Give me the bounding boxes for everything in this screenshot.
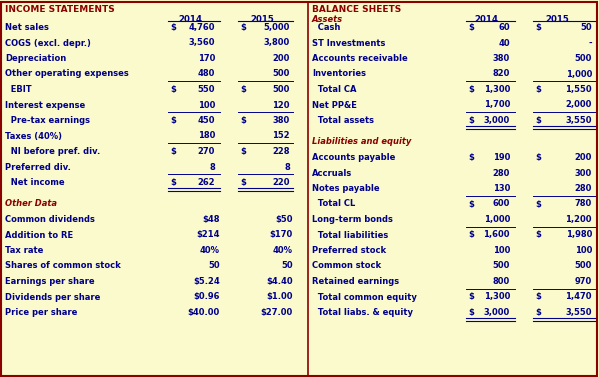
Text: 8: 8 <box>285 162 290 172</box>
Text: Preferred div.: Preferred div. <box>5 162 71 172</box>
Text: 970: 970 <box>575 277 592 286</box>
Text: $: $ <box>468 153 474 162</box>
Text: $: $ <box>535 308 541 317</box>
Text: 1,000: 1,000 <box>565 69 592 78</box>
Text: 1,550: 1,550 <box>565 85 592 94</box>
Text: 2015: 2015 <box>250 15 274 24</box>
Text: 3,560: 3,560 <box>189 38 215 48</box>
Text: 500: 500 <box>273 69 290 78</box>
Text: 180: 180 <box>198 132 215 141</box>
Text: $27.00: $27.00 <box>261 308 293 317</box>
Text: Notes payable: Notes payable <box>312 184 380 193</box>
Text: 200: 200 <box>273 54 290 63</box>
Text: Retained earnings: Retained earnings <box>312 277 399 286</box>
Text: Total CA: Total CA <box>312 85 356 94</box>
Text: 40%: 40% <box>273 246 293 255</box>
Text: 270: 270 <box>198 147 215 156</box>
Text: $: $ <box>240 178 246 187</box>
Text: 100: 100 <box>574 246 592 255</box>
Text: $: $ <box>535 199 541 208</box>
Text: Cash: Cash <box>312 23 340 32</box>
Text: $: $ <box>535 153 541 162</box>
Text: Liabilities and equity: Liabilities and equity <box>312 138 412 147</box>
Text: $: $ <box>170 178 176 187</box>
Text: Dividends per share: Dividends per share <box>5 293 101 302</box>
Text: Other Data: Other Data <box>5 199 57 208</box>
Text: 100: 100 <box>198 101 215 109</box>
Text: 8: 8 <box>209 162 215 172</box>
Text: 550: 550 <box>198 85 215 94</box>
Text: Accounts receivable: Accounts receivable <box>312 54 408 63</box>
Text: Total common equity: Total common equity <box>312 293 417 302</box>
Text: 2,000: 2,000 <box>565 101 592 109</box>
Text: 120: 120 <box>273 101 290 109</box>
Text: 1,300: 1,300 <box>483 293 510 302</box>
Text: 3,550: 3,550 <box>565 308 592 317</box>
Text: Net income: Net income <box>5 178 65 187</box>
Text: $214: $214 <box>196 230 220 239</box>
Text: 50: 50 <box>282 262 293 271</box>
Text: 1,700: 1,700 <box>483 101 510 109</box>
Text: Inventories: Inventories <box>312 69 366 78</box>
Text: Other operating expenses: Other operating expenses <box>5 69 129 78</box>
Text: 200: 200 <box>574 153 592 162</box>
Text: 50: 50 <box>580 23 592 32</box>
Text: ST Investments: ST Investments <box>312 38 385 48</box>
Text: $1.00: $1.00 <box>267 293 293 302</box>
Text: 300: 300 <box>575 169 592 178</box>
Text: 500: 500 <box>574 54 592 63</box>
Text: 190: 190 <box>492 153 510 162</box>
Text: 380: 380 <box>493 54 510 63</box>
Text: NI before pref. div.: NI before pref. div. <box>5 147 100 156</box>
Text: 170: 170 <box>198 54 215 63</box>
Text: Pre-tax earnings: Pre-tax earnings <box>5 116 90 125</box>
Text: Total liabilities: Total liabilities <box>312 230 388 239</box>
Text: Interest expense: Interest expense <box>5 101 85 109</box>
Text: 130: 130 <box>492 184 510 193</box>
Text: Shares of common stock: Shares of common stock <box>5 262 121 271</box>
Text: 50: 50 <box>208 262 220 271</box>
Text: 1,300: 1,300 <box>483 85 510 94</box>
Text: $: $ <box>535 85 541 94</box>
Text: 800: 800 <box>493 277 510 286</box>
Text: Earnings per share: Earnings per share <box>5 277 95 286</box>
Text: 228: 228 <box>273 147 290 156</box>
Text: Assets: Assets <box>312 15 343 24</box>
Text: 4,760: 4,760 <box>189 23 215 32</box>
Text: $50: $50 <box>276 215 293 224</box>
Text: $: $ <box>535 230 541 239</box>
Text: 220: 220 <box>273 178 290 187</box>
Text: 3,000: 3,000 <box>484 116 510 125</box>
Text: 2014: 2014 <box>474 15 498 24</box>
Text: 500: 500 <box>574 262 592 271</box>
Text: Net PP&E: Net PP&E <box>312 101 357 109</box>
Text: $: $ <box>468 308 474 317</box>
Text: $48: $48 <box>202 215 220 224</box>
Text: 600: 600 <box>492 199 510 208</box>
Text: $: $ <box>468 116 474 125</box>
Text: $: $ <box>170 147 176 156</box>
Text: 280: 280 <box>492 169 510 178</box>
Text: $: $ <box>240 23 246 32</box>
Text: $: $ <box>535 23 541 32</box>
Text: Common stock: Common stock <box>312 262 381 271</box>
Text: $: $ <box>468 23 474 32</box>
Text: 262: 262 <box>198 178 215 187</box>
Text: $170: $170 <box>270 230 293 239</box>
Text: 1,470: 1,470 <box>565 293 592 302</box>
Text: $: $ <box>468 230 474 239</box>
Text: $: $ <box>240 147 246 156</box>
Text: Long-term bonds: Long-term bonds <box>312 215 393 224</box>
Text: $: $ <box>468 293 474 302</box>
Text: Accruals: Accruals <box>312 169 352 178</box>
Text: COGS (excl. depr.): COGS (excl. depr.) <box>5 38 91 48</box>
Text: INCOME STATEMENTS: INCOME STATEMENTS <box>5 5 115 14</box>
Text: Tax rate: Tax rate <box>5 246 43 255</box>
Text: 3,000: 3,000 <box>484 308 510 317</box>
Text: Preferred stock: Preferred stock <box>312 246 386 255</box>
Text: 152: 152 <box>273 132 290 141</box>
Text: Total CL: Total CL <box>312 199 355 208</box>
Text: $: $ <box>170 23 176 32</box>
Text: $: $ <box>535 293 541 302</box>
